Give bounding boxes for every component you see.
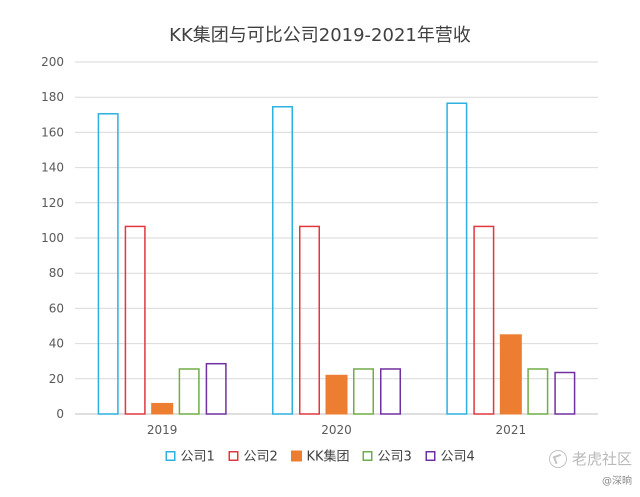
bar-公司2-2021 [473,225,495,415]
bar-公司3-2020 [353,368,374,415]
y-tick-label-8: 160 [41,125,64,139]
tiger-logo-icon [548,449,567,468]
bar-公司1-2021 [446,102,468,415]
y-tick-label-5: 100 [41,231,64,245]
x-tick-label-0: 2019 [147,423,178,437]
legend-label-4: 公司4 [441,450,475,465]
bar-公司2-2019 [124,225,146,415]
y-tick-label-10: 200 [41,55,64,69]
chart-title: KK集团与可比公司2019-2021年营收 [169,25,471,46]
y-tick-label-7: 140 [41,161,64,175]
bar-公司4-2021 [554,371,576,415]
bar-公司2-2020 [299,225,320,415]
bar-公司4-2020 [380,368,401,415]
watermark: 老虎社区 [548,448,632,469]
bar-公司1-2019 [97,113,119,415]
legend-swatch-0 [165,451,176,461]
x-tick-label-1: 2020 [321,423,352,437]
watermark-text: 老虎社区 [571,450,632,468]
bar-公司4-2019 [205,362,227,415]
y-tick-label-9: 180 [41,90,64,104]
y-tick-label-4: 80 [49,266,64,280]
legend-label-1: 公司2 [244,450,278,465]
bar-公司3-2019 [178,368,200,415]
y-tick-label-3: 60 [49,301,64,315]
legend-swatch-4 [425,451,436,461]
y-tick-label-0: 0 [56,407,64,421]
y-tick-label-2: 40 [49,337,64,351]
legend-swatch-2 [291,450,302,462]
bar-KK集团-2020 [325,374,348,415]
x-tick-label-2: 2021 [496,423,527,437]
bar-KK集团-2021 [499,334,522,415]
bar-公司3-2021 [527,368,549,415]
y-tick-label-6: 120 [41,196,64,210]
legend-label-3: 公司3 [378,450,412,465]
bar-公司1-2020 [272,106,293,415]
legend-swatch-3 [362,451,373,461]
legend-label-2: KK集团 [307,449,350,465]
y-tick-label-1: 20 [49,372,64,386]
bar-KK集团-2019 [151,402,174,415]
watermark-sub: @深晌 [602,476,632,487]
legend-swatch-1 [228,451,239,461]
legend-label-0: 公司1 [181,450,215,465]
